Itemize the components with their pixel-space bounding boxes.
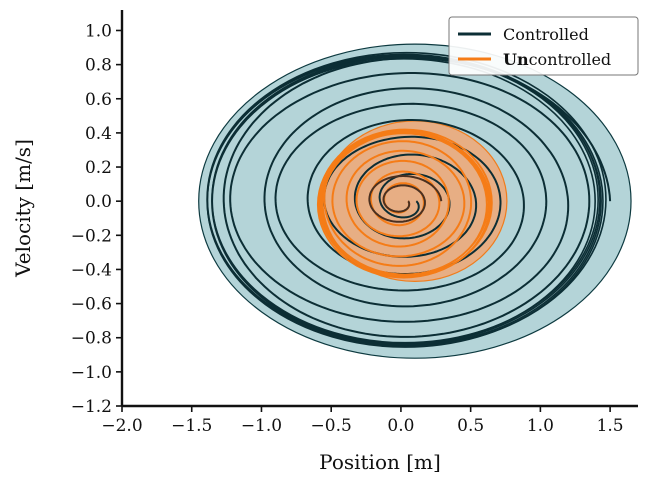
- series-uncontrolled: [316, 128, 493, 279]
- x-tick-label: 0.0: [387, 416, 414, 436]
- y-tick-label: −0.8: [71, 329, 112, 349]
- y-tick-label: 0.0: [85, 192, 112, 212]
- legend: Controlled Uncontrolled: [448, 16, 639, 76]
- x-tick-label: −0.5: [311, 416, 352, 436]
- y-tick-label: −1.2: [71, 397, 112, 417]
- legend-box: [448, 16, 639, 76]
- x-tick-label: 1.0: [527, 416, 554, 436]
- x-axis-title: Position [m]: [319, 450, 441, 474]
- legend-label-uncontrolled-bold: Un: [503, 50, 529, 69]
- y-tick-label: −0.6: [71, 295, 112, 315]
- y-ticks: −1.2 −1.0 −0.8 −0.6 −0.4 −0.2 0.0 0.2 0.4 0.6 0.8 1…: [71, 21, 122, 417]
- y-tick-label: 0.6: [85, 90, 112, 110]
- legend-label-controlled: Controlled: [503, 25, 589, 44]
- x-ticks: −2.0 −1.5 −1.0 −0.5 0.0 0.5 1.0 1.5: [101, 406, 624, 436]
- series-layer: [206, 51, 612, 348]
- legend-label-uncontrolled: Uncontrolled: [503, 50, 611, 69]
- axes-layer: −2.0 −1.5 −1.0 −0.5 0.0 0.5 1.0 1.5 −1.2 −1.0 −0.…: [11, 10, 638, 474]
- x-tick-label: 1.5: [597, 416, 624, 436]
- series-uncontrolled-core: [368, 175, 443, 223]
- x-tick-label: −1.5: [171, 416, 212, 436]
- series-uncontrolled-orbit: [317, 128, 493, 278]
- x-tick-label: 0.5: [457, 416, 484, 436]
- y-tick-label: 0.4: [85, 124, 112, 144]
- series-controlled-orbit: [206, 51, 607, 348]
- y-tick-label: −0.4: [71, 260, 112, 280]
- series-uncontrolled-orbit: [316, 130, 491, 279]
- y-tick-label: −1.0: [71, 363, 112, 383]
- legend-label-controlled-text: Controlled: [503, 25, 589, 44]
- y-tick-label: 1.0: [85, 21, 112, 41]
- x-tick-label: −2.0: [101, 416, 142, 436]
- y-tick-label: 0.2: [85, 158, 112, 178]
- legend-label-uncontrolled-rest: controlled: [529, 50, 612, 69]
- y-tick-label: 0.8: [85, 56, 112, 76]
- y-axis-title: Velocity [m/s]: [11, 139, 35, 278]
- y-tick-label: −0.2: [71, 226, 112, 246]
- series-uncontrolled-spiral: [323, 130, 489, 267]
- x-tick-label: −1.0: [241, 416, 282, 436]
- series-controlled-orbit: [211, 56, 602, 347]
